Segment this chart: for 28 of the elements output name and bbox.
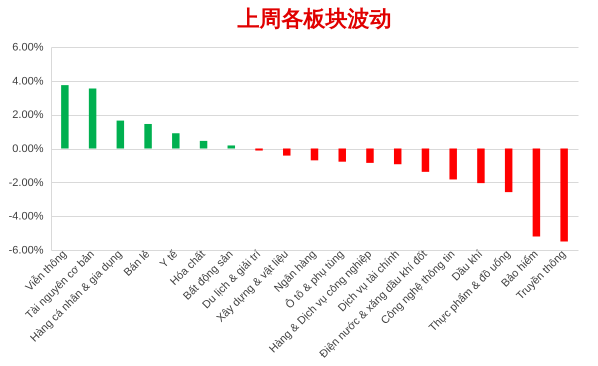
x-tick-label: Bán lẻ [122, 248, 152, 279]
x-tick-label: Y tế [158, 248, 180, 270]
bar [88, 88, 96, 148]
bar [144, 124, 152, 148]
bar [504, 148, 512, 192]
y-tick-label: 0.00% [12, 143, 44, 155]
bar [228, 145, 236, 148]
y-tick-label: 4.00% [12, 75, 44, 88]
y-tick-label: -4.00% [8, 210, 44, 223]
y-tick-label: 6.00% [12, 42, 44, 54]
bar [532, 148, 540, 236]
bar [200, 140, 208, 148]
chart-title: 上周各板块波动 [236, 6, 392, 32]
bar [560, 148, 568, 242]
y-tick-label: 2.00% [12, 109, 44, 122]
bar [61, 85, 69, 148]
bar [477, 148, 485, 184]
y-tick-label: -2.00% [8, 176, 44, 189]
bar [394, 148, 402, 164]
bar [449, 148, 457, 180]
bar [338, 148, 346, 162]
y-tick-label: -6.00% [8, 244, 44, 256]
bar [310, 148, 318, 160]
bar [283, 148, 291, 156]
bar [422, 148, 430, 172]
bar [366, 148, 374, 163]
bar [172, 133, 180, 148]
bar [116, 120, 124, 148]
